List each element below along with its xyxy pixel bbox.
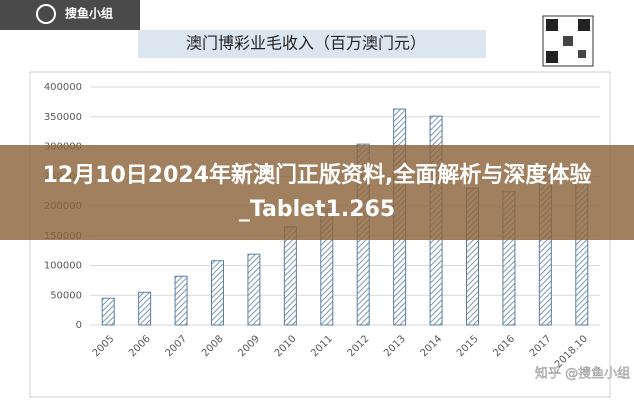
banner-title: 12月10日2024年新澳门正版资料,全面解析与深度体验_Tablet1.265 (42, 162, 592, 222)
logo-text: 搜鱼小组 (65, 6, 113, 21)
bar (101, 297, 115, 326)
y-tick-label: 100000 (44, 261, 82, 272)
bar (247, 253, 261, 326)
logo-icon (36, 4, 56, 24)
banner: 12月10日2024年新澳门正版资料,全面解析与深度体验_Tablet1.265 (0, 145, 634, 240)
title-box (138, 30, 486, 58)
y-tick-label: 400000 (44, 82, 82, 93)
y-tick-label: 0 (76, 320, 82, 331)
y-tick-label: 350000 (44, 112, 82, 123)
bar (138, 291, 152, 326)
bar (211, 260, 224, 326)
watermark: 知乎 @搜鱼小组 (535, 366, 630, 382)
bar (283, 226, 297, 326)
chart-title: 澳门博彩业毛收入（百万澳门元） (186, 34, 426, 53)
logo-box (0, 0, 140, 30)
qr-code (542, 15, 594, 67)
bar (174, 275, 188, 326)
y-tick-label: 50000 (50, 290, 82, 301)
